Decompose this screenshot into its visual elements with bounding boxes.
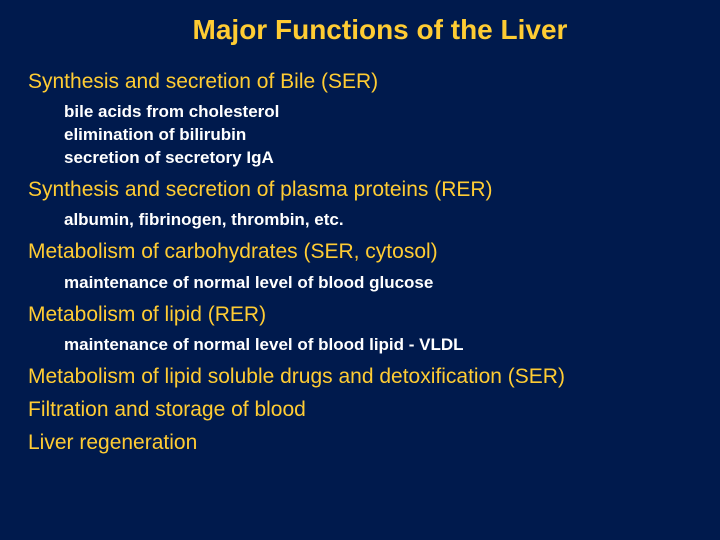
sub-item: maintenance of normal level of blood lip… xyxy=(64,334,692,357)
slide-content: Synthesis and secretion of Bile (SER) bi… xyxy=(28,68,692,457)
section-heading: Liver regeneration xyxy=(28,429,692,456)
slide-title: Major Functions of the Liver xyxy=(28,14,692,46)
sub-item: maintenance of normal level of blood glu… xyxy=(64,272,692,295)
sub-item: secretion of secretory IgA xyxy=(64,147,692,170)
sub-group: maintenance of normal level of blood lip… xyxy=(28,334,692,357)
section-heading: Metabolism of carbohydrates (SER, cytoso… xyxy=(28,238,692,265)
sub-item: albumin, fibrinogen, thrombin, etc. xyxy=(64,209,692,232)
section-heading: Metabolism of lipid (RER) xyxy=(28,301,692,328)
sub-item: elimination of bilirubin xyxy=(64,124,692,147)
section-heading: Metabolism of lipid soluble drugs and de… xyxy=(28,363,692,390)
sub-group: maintenance of normal level of blood glu… xyxy=(28,272,692,295)
section-heading: Synthesis and secretion of plasma protei… xyxy=(28,176,692,203)
section-heading: Synthesis and secretion of Bile (SER) xyxy=(28,68,692,95)
sub-group: bile acids from cholesterol elimination … xyxy=(28,101,692,170)
sub-item: bile acids from cholesterol xyxy=(64,101,692,124)
section-heading: Filtration and storage of blood xyxy=(28,396,692,423)
sub-group: albumin, fibrinogen, thrombin, etc. xyxy=(28,209,692,232)
